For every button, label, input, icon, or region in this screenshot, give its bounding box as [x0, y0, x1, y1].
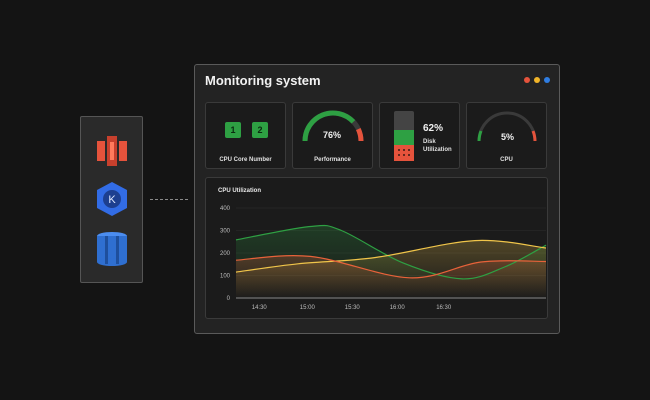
- cpu-chip-icon: 2: [249, 122, 271, 138]
- performance-value: 76%: [323, 130, 342, 140]
- y-tick-label: 100: [220, 274, 231, 280]
- cpu-gauge: [477, 111, 537, 142]
- card-label: CPU Core Number: [219, 157, 272, 163]
- y-tick-label: 200: [220, 251, 231, 257]
- disk-value: 62%: [423, 123, 444, 134]
- maximize-dot[interactable]: [544, 77, 550, 83]
- x-tick-label: 16:00: [390, 305, 406, 311]
- series-line: [235, 224, 547, 280]
- cpu-value: 5%: [501, 132, 515, 142]
- service-sidebar: K: [80, 116, 143, 283]
- x-tick-label: 15:30: [345, 305, 361, 311]
- series-area: [236, 255, 546, 298]
- y-tick-label: 400: [220, 206, 231, 212]
- disk-label-line2: Utilization: [423, 147, 452, 153]
- window-title: Monitoring system: [205, 73, 321, 88]
- disk-card[interactable]: 62% Disk Utilization: [379, 102, 460, 169]
- aws-storage-icon[interactable]: [93, 230, 131, 268]
- chart-title: CPU Utilization: [218, 188, 261, 194]
- series-line: [235, 255, 547, 279]
- cpu-core-card[interactable]: 1 2 CPU Core Number: [205, 102, 286, 169]
- performance-card[interactable]: 76% Performance: [292, 102, 373, 169]
- card-label: CPU: [500, 157, 513, 163]
- disk-label-line1: Disk: [423, 139, 436, 145]
- cpu-card[interactable]: 5% CPU: [466, 102, 547, 169]
- x-tick-label: 14:30: [252, 305, 268, 311]
- series-line: [235, 239, 547, 273]
- connector-line: [150, 199, 188, 200]
- x-tick-label: 16:30: [436, 305, 452, 311]
- close-dot[interactable]: [524, 77, 530, 83]
- chart-plot: 0 100 200 300 400 14:30 15:00 15:30 16:00 16:30: [220, 206, 547, 311]
- aws-kinesis-icon[interactable]: [93, 132, 131, 170]
- cpu-utilization-chart[interactable]: CPU Utilization 0 100 200 300 400 14:30 15:00 1…: [205, 177, 548, 319]
- kubernetes-icon[interactable]: K: [93, 180, 131, 218]
- y-tick-label: 300: [220, 229, 231, 235]
- minimize-dot[interactable]: [534, 77, 540, 83]
- card-label: Performance: [314, 157, 351, 163]
- x-tick-label: 15:00: [300, 305, 316, 311]
- y-tick-label: 0: [227, 296, 231, 302]
- disk-label: Disk Utilization: [423, 138, 452, 154]
- disk-bar: [394, 111, 414, 161]
- performance-gauge: [302, 110, 364, 142]
- svg-text:K: K: [108, 194, 116, 206]
- cpu-chip-icon: 1: [222, 122, 244, 138]
- monitoring-window: Monitoring system 1 2 CPU Core Number 76…: [194, 64, 560, 334]
